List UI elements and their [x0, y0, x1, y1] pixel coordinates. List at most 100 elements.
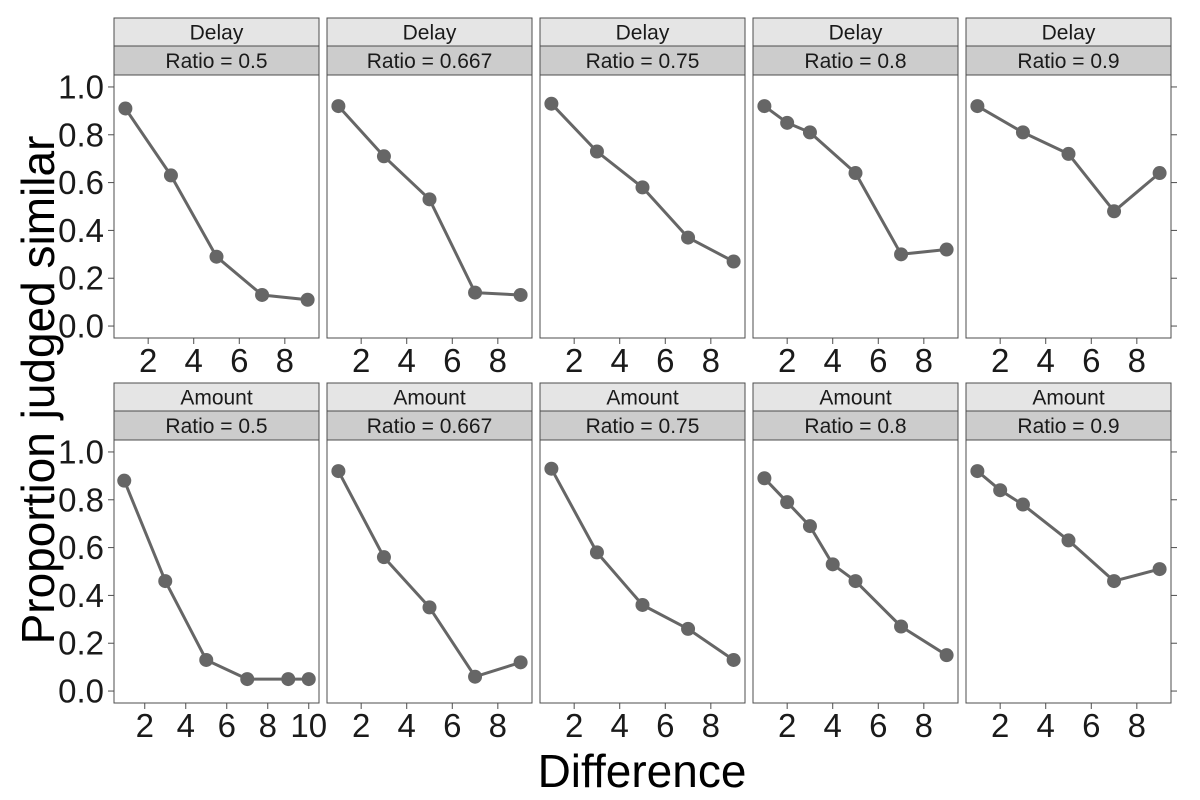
- strip-top-label: Delay: [1042, 22, 1096, 45]
- x-tick-label: 6: [218, 707, 236, 744]
- strip-bottom-bg: [326, 45, 533, 76]
- x-tick-label: 4: [824, 342, 842, 379]
- panel-frame: [113, 439, 320, 704]
- y-axis-title: Proportion judged similar: [12, 136, 64, 645]
- data-point: [780, 115, 795, 130]
- data-point: [331, 464, 346, 479]
- strip-bottom-bg: [752, 45, 959, 76]
- strip-bottom-bg: [539, 45, 746, 76]
- data-point: [757, 471, 772, 486]
- x-tick-label: 4: [177, 707, 195, 744]
- strip-bottom-bg: [326, 410, 533, 441]
- x-tick-label: 6: [656, 342, 674, 379]
- x-tick-label: 8: [489, 707, 507, 744]
- data-point: [1152, 166, 1167, 181]
- y-tick-label: 0.0: [58, 673, 104, 710]
- data-point: [301, 672, 316, 687]
- x-tick-label: 10: [290, 707, 327, 744]
- data-point: [848, 166, 863, 181]
- strip-bottom-label: Ratio = 0.75: [586, 415, 700, 438]
- strip-top-label: Amount: [1032, 387, 1105, 410]
- data-point: [1061, 533, 1076, 548]
- data-point: [422, 600, 437, 615]
- data-point: [802, 519, 817, 534]
- x-tick-label: 8: [915, 342, 933, 379]
- strip-top-bg: [752, 17, 959, 47]
- strip-bottom-bg: [113, 45, 320, 76]
- data-point: [939, 242, 954, 257]
- x-tick-label: 2: [778, 707, 796, 744]
- panel-frame: [965, 74, 1172, 339]
- x-tick-label: 4: [611, 707, 629, 744]
- strip-bottom-label: Ratio = 0.9: [1017, 50, 1119, 73]
- x-tick-label: 4: [824, 707, 842, 744]
- y-tick-label: 0.2: [58, 260, 104, 297]
- panel-frame: [752, 74, 959, 339]
- strip-top-label: Delay: [829, 22, 883, 45]
- strip-bottom-label: Ratio = 0.5: [165, 415, 267, 438]
- data-point: [199, 652, 214, 667]
- data-point: [376, 149, 391, 164]
- x-tick-label: 4: [1037, 342, 1055, 379]
- data-point: [209, 249, 224, 264]
- strip-top-label: Amount: [393, 387, 466, 410]
- data-point: [825, 557, 840, 572]
- panel-frame: [752, 439, 959, 704]
- data-point: [255, 287, 270, 302]
- data-point: [1107, 574, 1122, 589]
- panel-frame: [326, 439, 533, 704]
- strip-bottom-bg: [965, 45, 1172, 76]
- y-tick-label: 1.0: [58, 68, 104, 105]
- data-point: [681, 230, 696, 245]
- x-tick-label: 2: [565, 707, 583, 744]
- x-tick-label: 8: [1128, 707, 1146, 744]
- x-tick-label: 2: [991, 342, 1009, 379]
- x-tick-label: 4: [398, 342, 416, 379]
- data-point: [970, 464, 985, 479]
- x-tick-label: 4: [398, 707, 416, 744]
- strip-bottom-label: Ratio = 0.8: [804, 50, 906, 73]
- x-tick-label: 8: [702, 342, 720, 379]
- data-point: [281, 672, 296, 687]
- strip-top-bg: [539, 17, 746, 47]
- panel-frame: [965, 439, 1172, 704]
- strip-bottom-bg: [752, 410, 959, 441]
- data-point: [589, 144, 604, 159]
- strip-top-label: Delay: [190, 22, 244, 45]
- x-tick-label: 8: [489, 342, 507, 379]
- x-tick-label: 6: [869, 707, 887, 744]
- data-point: [1015, 497, 1030, 512]
- panel-frame: [113, 74, 320, 339]
- data-point: [894, 247, 909, 262]
- x-tick-label: 2: [778, 342, 796, 379]
- data-point: [1015, 125, 1030, 140]
- strip-top-bg: [965, 382, 1172, 412]
- data-point: [117, 473, 132, 488]
- data-point: [589, 545, 604, 560]
- strip-top-bg: [113, 17, 320, 47]
- strip-top-bg: [113, 382, 320, 412]
- x-tick-label: 6: [656, 707, 674, 744]
- data-point: [635, 597, 650, 612]
- x-tick-label: 8: [276, 342, 294, 379]
- data-point: [513, 655, 528, 670]
- data-point: [468, 669, 483, 684]
- data-point: [544, 96, 559, 111]
- data-point: [163, 168, 178, 183]
- strip-top-bg: [326, 382, 533, 412]
- x-tick-label: 6: [869, 342, 887, 379]
- strip-bottom-label: Ratio = 0.667: [367, 415, 493, 438]
- x-tick-label: 6: [230, 342, 248, 379]
- y-tick-label: 0.4: [58, 577, 104, 614]
- data-point: [993, 483, 1008, 498]
- y-tick-label: 0.6: [58, 164, 104, 201]
- data-point: [939, 648, 954, 663]
- data-point: [780, 495, 795, 510]
- strip-bottom-label: Ratio = 0.667: [367, 50, 493, 73]
- x-axis-title: Difference: [538, 745, 747, 797]
- data-point: [1061, 146, 1076, 161]
- x-tick-label: 6: [1082, 342, 1100, 379]
- data-point: [118, 101, 133, 116]
- strip-top-label: Amount: [606, 387, 679, 410]
